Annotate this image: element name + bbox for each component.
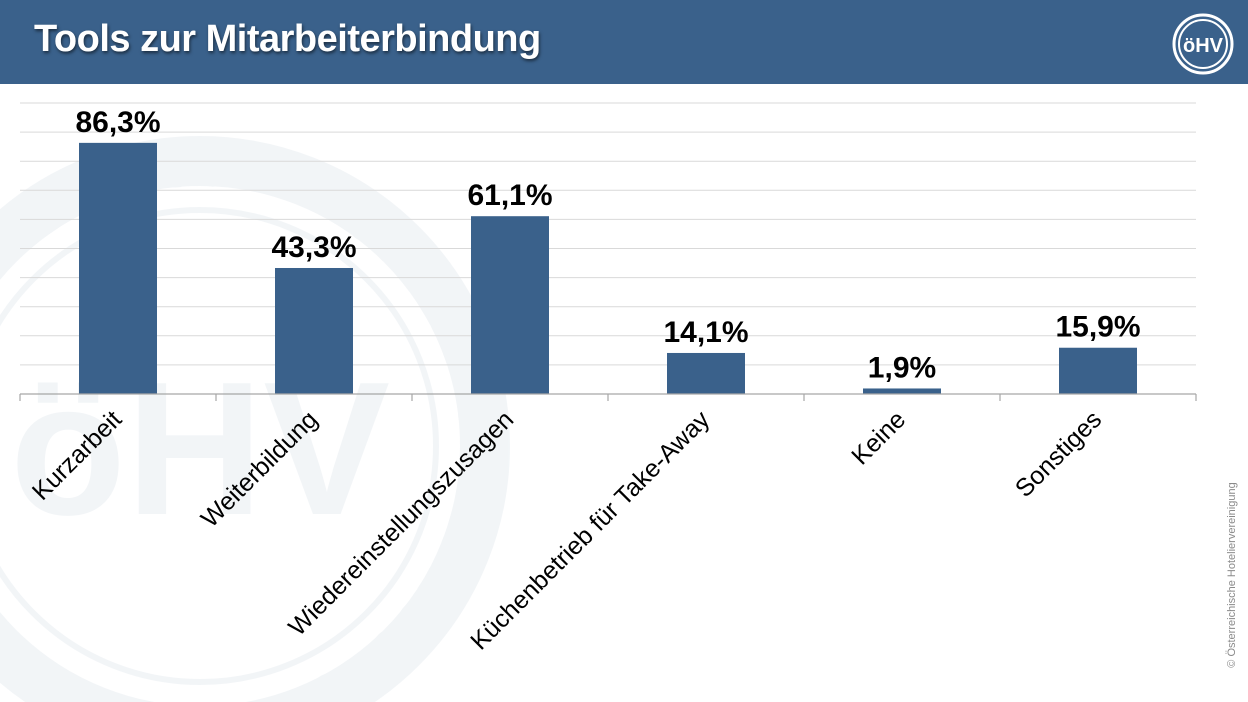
watermark-logo: öHV ÖSTERREICHISCHE HOTELIERVEREINIGUNG — [0, 136, 510, 702]
copyright-text: © Österreichische Hoteliervereinigung — [1226, 482, 1238, 668]
gridlines — [20, 102, 1196, 366]
bar-0 — [79, 142, 157, 394]
category-label-4: Keine — [846, 405, 911, 470]
value-label-5: 15,9% — [1055, 311, 1140, 344]
bar-2 — [471, 216, 549, 394]
ohv-logo: öHV — [1172, 13, 1234, 75]
category-label-5: Sonstiges — [1010, 405, 1107, 502]
page-title: Tools zur Mitarbeiterbindung — [34, 18, 541, 60]
value-label-4: 1,9% — [868, 351, 936, 384]
value-label-0: 86,3% — [75, 106, 160, 139]
bar-4 — [863, 388, 941, 394]
header-bar: Tools zur Mitarbeiterbindung öHV — [0, 0, 1248, 84]
bar-3 — [667, 352, 745, 394]
value-label-3: 14,1% — [663, 316, 748, 349]
value-label-2: 61,1% — [467, 179, 552, 212]
bars — [79, 142, 1137, 394]
value-labels: 86,3% 43,3% 61,1% 14,1% 1,9% 15,9% — [75, 106, 1140, 385]
bar-1 — [275, 267, 353, 394]
logo-text: öHV — [1183, 35, 1224, 57]
bar-5 — [1059, 347, 1137, 394]
bar-chart: öHV ÖSTERREICHISCHE HOTELIERVEREINIGUNG … — [0, 102, 1197, 702]
value-label-1: 43,3% — [271, 231, 356, 264]
x-axis — [19, 393, 1197, 401]
